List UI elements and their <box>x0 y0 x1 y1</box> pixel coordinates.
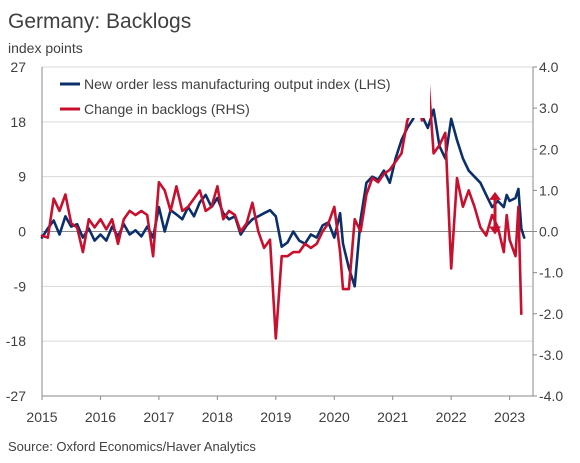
left-tick-label: -27 <box>6 388 26 404</box>
left-tick-label: -9 <box>14 278 27 294</box>
right-tick-label: 4.0 <box>539 59 559 75</box>
legend-label: Change in backlogs (RHS) <box>84 101 250 117</box>
right-tick-label: 0.0 <box>539 224 559 240</box>
right-tick-label: 1.0 <box>539 182 559 198</box>
x-tick-label: 2015 <box>26 409 57 425</box>
x-tick-label: 2023 <box>494 409 525 425</box>
left-tick-label: 27 <box>10 59 26 75</box>
x-tick-label: 2017 <box>143 409 174 425</box>
right-tick-label: -1.0 <box>539 265 563 281</box>
chart-title: Germany: Backlogs <box>8 10 191 33</box>
right-tick-label: -2.0 <box>539 306 563 322</box>
new-orders-series-line <box>40 90 526 288</box>
arrow-head-up <box>489 191 502 200</box>
x-tick-label: 2019 <box>260 409 291 425</box>
source-note: Source: Oxford Economics/Haver Analytics <box>8 439 256 454</box>
x-tick-label: 2022 <box>436 409 467 425</box>
x-tick-label: 2016 <box>85 409 116 425</box>
x-tick-label: 2020 <box>319 409 350 425</box>
left-tick-label: 0 <box>18 224 26 240</box>
annotations <box>489 191 502 235</box>
legend-background <box>50 68 430 118</box>
x-tick-label: 2018 <box>202 409 233 425</box>
series-lines <box>40 69 526 340</box>
right-tick-label: 2.0 <box>539 141 559 157</box>
right-tick-label: -3.0 <box>539 347 563 363</box>
axes: 27 18 9 0 -9 -18 -27 4.0 3.0 2.0 1.0 0.0 -1.0 -2.0 -3.… <box>6 59 564 425</box>
legend: New order less manufacturing output inde… <box>50 68 430 118</box>
x-tick-label: 2021 <box>377 409 408 425</box>
backlogs-series-line <box>40 69 523 340</box>
legend-label: New order less manufacturing output inde… <box>84 76 391 92</box>
right-tick-label: -4.0 <box>539 388 563 404</box>
left-tick-label: -18 <box>6 333 26 349</box>
left-tick-label: 9 <box>18 169 26 185</box>
right-tick-label: 3.0 <box>539 100 559 116</box>
left-tick-label: 18 <box>10 114 26 130</box>
left-axis-unit-label: index points <box>8 40 83 56</box>
arrow-head-down <box>489 226 502 235</box>
